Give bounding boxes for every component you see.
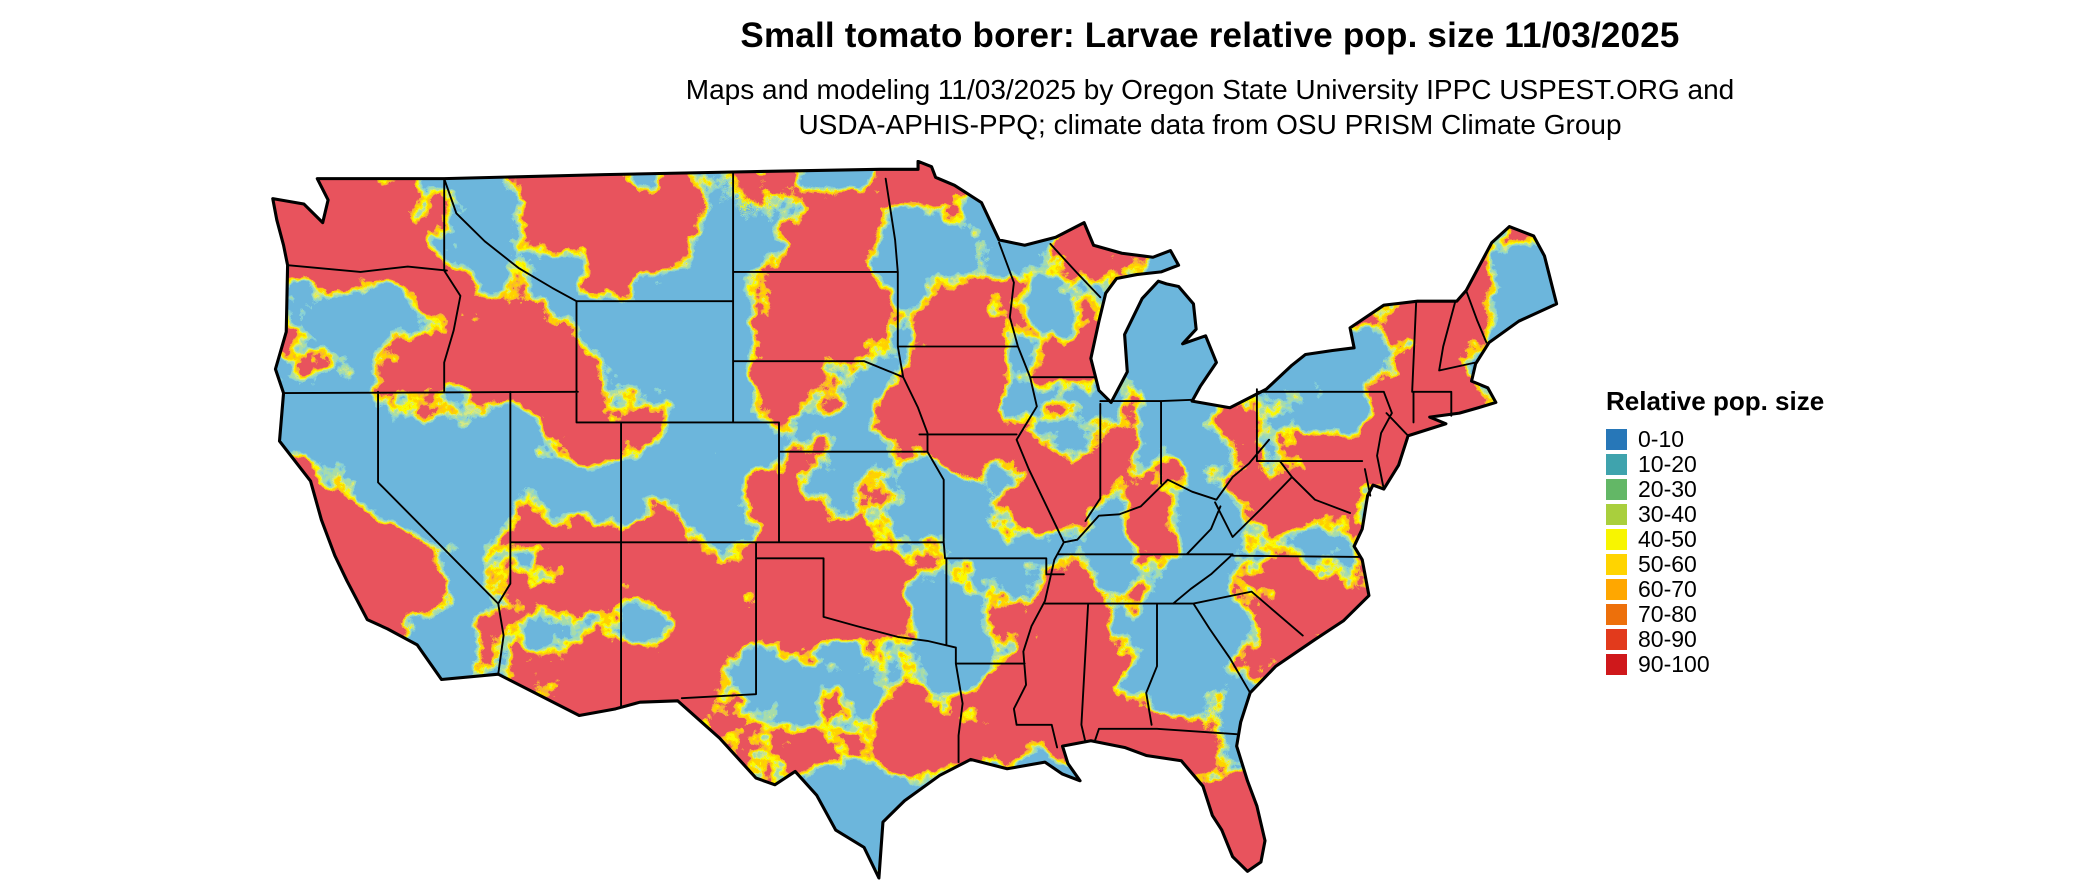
legend-label: 10-20 xyxy=(1638,451,1697,477)
page-subtitle: Maps and modeling 11/03/2025 by Oregon S… xyxy=(330,72,2090,142)
subtitle-line-2: USDA-APHIS-PPQ; climate data from OSU PR… xyxy=(798,109,1622,140)
legend-item: 90-100 xyxy=(1606,652,1824,677)
legend-item: 80-90 xyxy=(1606,627,1824,652)
legend-swatch xyxy=(1606,654,1627,675)
legend-item: 10-20 xyxy=(1606,452,1824,477)
legend-swatch xyxy=(1606,429,1627,450)
population-raster xyxy=(272,161,1557,879)
legend-label: 40-50 xyxy=(1638,526,1697,552)
legend-swatch xyxy=(1606,504,1627,525)
legend-swatch xyxy=(1606,629,1627,650)
figure-header: Small tomato borer: Larvae relative pop.… xyxy=(330,16,2090,142)
legend-item: 70-80 xyxy=(1606,602,1824,627)
legend-swatch xyxy=(1606,479,1627,500)
legend-item: 20-30 xyxy=(1606,477,1824,502)
state-borders xyxy=(282,171,1488,764)
page-title: Small tomato borer: Larvae relative pop.… xyxy=(740,16,1680,55)
legend-label: 0-10 xyxy=(1638,426,1685,452)
legend-swatch xyxy=(1606,529,1627,550)
legend-label: 50-60 xyxy=(1638,551,1697,577)
legend-item: 0-10 xyxy=(1606,427,1824,452)
us-map-svg xyxy=(271,160,1559,880)
legend-label: 30-40 xyxy=(1638,501,1697,527)
legend-label: 60-70 xyxy=(1638,576,1697,602)
legend-label: 80-90 xyxy=(1638,626,1697,652)
legend-swatch xyxy=(1606,554,1627,575)
legend-label: 70-80 xyxy=(1638,601,1697,627)
subtitle-line-1: Maps and modeling 11/03/2025 by Oregon S… xyxy=(685,74,1735,105)
us-outline xyxy=(271,160,1559,880)
legend-item: 30-40 xyxy=(1606,502,1824,527)
legend: Relative pop. size 0-10 10-20 20-30 30-4… xyxy=(1606,386,1824,677)
legend-label: 20-30 xyxy=(1638,476,1697,502)
population-raster-layer xyxy=(272,161,1557,879)
legend-swatch xyxy=(1606,604,1627,625)
legend-item: 50-60 xyxy=(1606,552,1824,577)
legend-swatch xyxy=(1606,454,1627,475)
legend-item: 60-70 xyxy=(1606,577,1824,602)
legend-item: 40-50 xyxy=(1606,527,1824,552)
us-population-map xyxy=(266,160,1562,886)
legend-title: Relative pop. size xyxy=(1606,386,1825,416)
legend-label: 90-100 xyxy=(1638,651,1710,677)
legend-swatch xyxy=(1606,579,1627,600)
